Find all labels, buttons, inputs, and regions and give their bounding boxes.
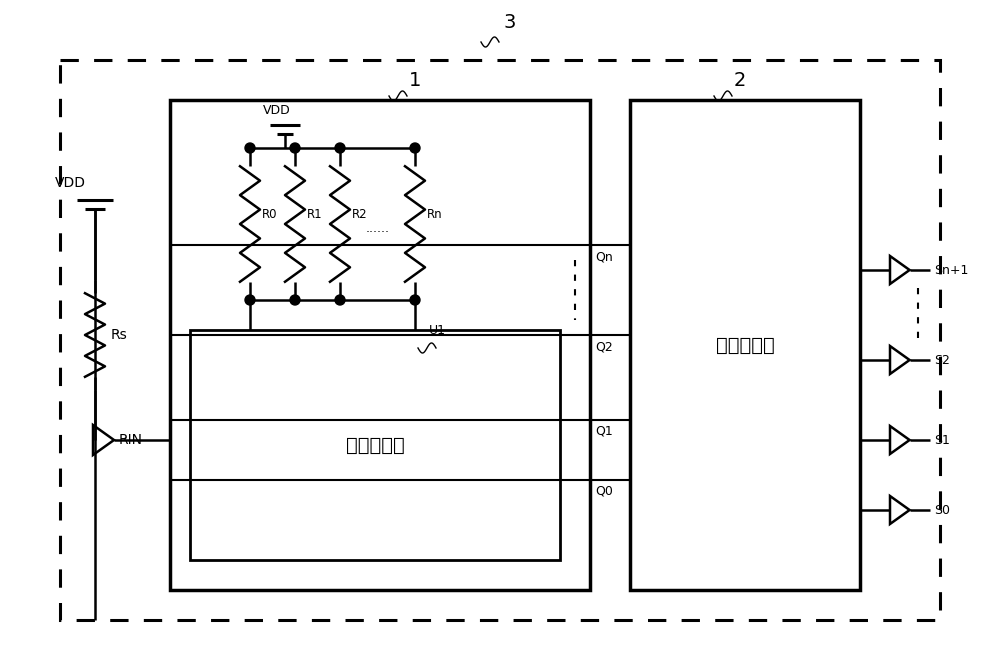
Text: S1: S1 — [934, 434, 950, 447]
Bar — [60, 60, 940, 620]
Text: 2: 2 — [734, 70, 746, 89]
Text: S0: S0 — [934, 503, 950, 516]
Text: RIN: RIN — [119, 433, 143, 447]
Text: R0: R0 — [262, 208, 278, 221]
Text: R2: R2 — [352, 208, 368, 221]
Text: 译码器阵列: 译码器阵列 — [716, 336, 774, 355]
Text: 3: 3 — [504, 12, 516, 32]
Text: S2: S2 — [934, 353, 950, 367]
Text: Rn: Rn — [427, 208, 443, 221]
Text: Qn: Qn — [595, 250, 613, 263]
Circle shape — [335, 295, 345, 305]
Circle shape — [410, 143, 420, 153]
Text: Q1: Q1 — [595, 425, 613, 438]
Text: Q0: Q0 — [595, 485, 613, 498]
Text: VDD: VDD — [55, 176, 86, 190]
Circle shape — [410, 295, 420, 305]
Text: 比较器阵列: 比较器阵列 — [346, 436, 404, 455]
Text: VDD: VDD — [263, 104, 291, 117]
Text: ......: ...... — [366, 223, 390, 235]
Text: Sn+1: Sn+1 — [934, 263, 968, 277]
Circle shape — [245, 295, 255, 305]
Bar — [170, 100, 590, 590]
Text: Rs: Rs — [111, 328, 128, 342]
Text: R1: R1 — [307, 208, 323, 221]
Bar — [630, 100, 860, 590]
Circle shape — [290, 295, 300, 305]
Circle shape — [335, 143, 345, 153]
Text: U1: U1 — [429, 323, 446, 336]
Text: Q2: Q2 — [595, 340, 613, 353]
Text: 1: 1 — [409, 70, 421, 89]
Bar — [190, 330, 560, 560]
Circle shape — [245, 143, 255, 153]
Circle shape — [290, 143, 300, 153]
